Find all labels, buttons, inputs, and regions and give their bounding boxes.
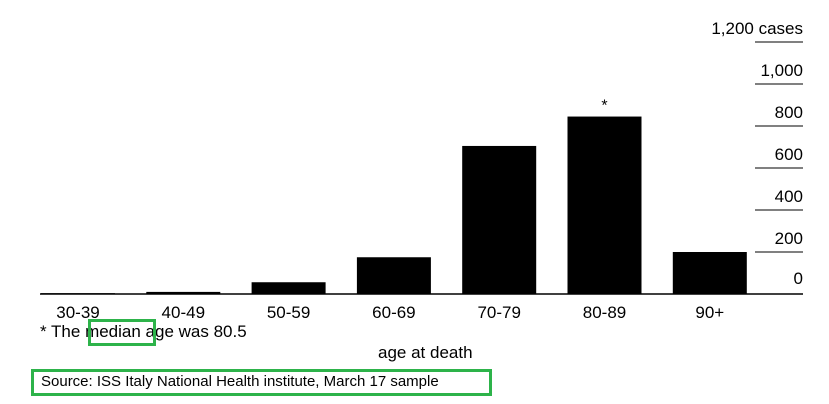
x-tick-label: 80-89 <box>583 303 626 322</box>
bars <box>41 116 747 295</box>
x-axis-title: age at death <box>378 343 473 362</box>
x-tick-label: 90+ <box>695 303 724 322</box>
bar-60-69 <box>356 257 431 294</box>
x-tick-label: 40-49 <box>162 303 205 322</box>
y-tick-label: 600 <box>775 145 803 164</box>
y-tick-label: 800 <box>775 103 803 122</box>
y-tick-label: 400 <box>775 187 803 206</box>
x-tick-label: 60-69 <box>372 303 415 322</box>
x-tick-label: 70-79 <box>477 303 520 322</box>
median-highlight-box <box>88 319 156 346</box>
source-note: Source: ISS Italy National Health instit… <box>41 373 439 390</box>
y-tick-label: 1,200 cases <box>711 19 803 38</box>
bar-80-89 <box>567 116 642 294</box>
bar-90+ <box>672 252 747 294</box>
footnote: * The median age was 80.5 <box>40 322 247 342</box>
x-tick-label: 50-59 <box>267 303 310 322</box>
footnote-suffix: age was 80.5 <box>140 322 247 341</box>
y-tick-label: 1,000 <box>760 61 803 80</box>
bar-50-59 <box>251 282 326 294</box>
bar-70-79 <box>462 145 537 294</box>
y-tick-labels: 0 200 400 600 800 1,000 1,200 cases <box>711 19 803 288</box>
grid-lines <box>755 41 803 253</box>
footnote-median-word: median <box>85 322 141 341</box>
bar-40-49 <box>146 291 221 294</box>
source-highlight-box <box>31 369 492 396</box>
x-tick-labels: 30-39 40-49 50-59 60-69 70-79 80-89 90+ <box>56 303 724 322</box>
x-tick-label: 30-39 <box>56 303 99 322</box>
bar-marker-asterisk: * <box>601 98 607 115</box>
y-tick-label: 200 <box>775 229 803 248</box>
y-tick-label: 0 <box>794 269 803 288</box>
footnote-prefix: * The <box>40 322 86 341</box>
